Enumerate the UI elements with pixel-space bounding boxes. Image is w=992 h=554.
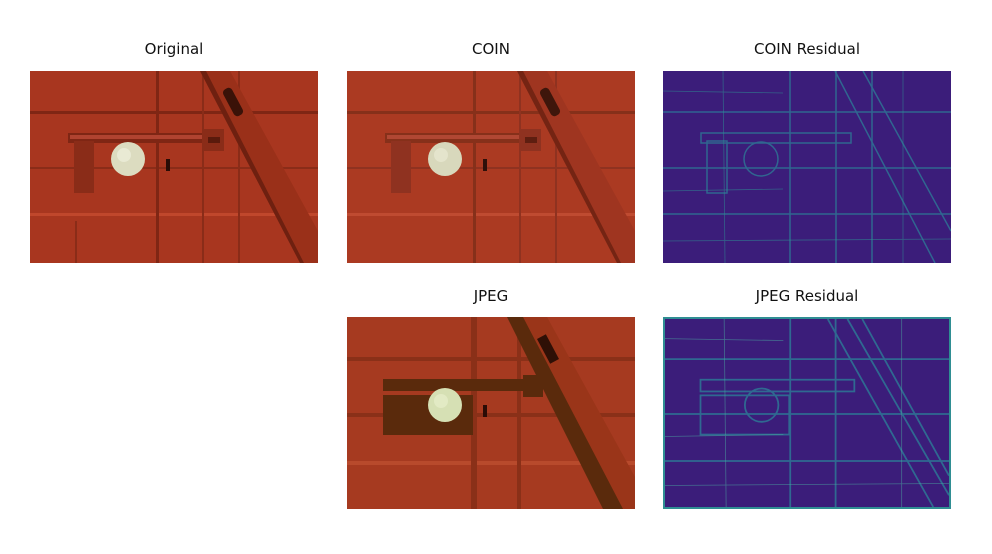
panel-title-original: Original	[144, 40, 204, 58]
jpeg-residual-image	[663, 317, 951, 509]
jpeg-image	[347, 317, 635, 509]
original-image	[30, 71, 318, 263]
coin-residual-image	[663, 71, 951, 263]
panel-title-jpeg: JPEG	[473, 287, 509, 305]
panel-title-coin: COIN	[472, 40, 510, 58]
coin-image	[347, 71, 635, 263]
panel-title-jpeg-residual: JPEG Residual	[755, 287, 859, 305]
panel-title-coin-residual: COIN Residual	[753, 40, 861, 58]
